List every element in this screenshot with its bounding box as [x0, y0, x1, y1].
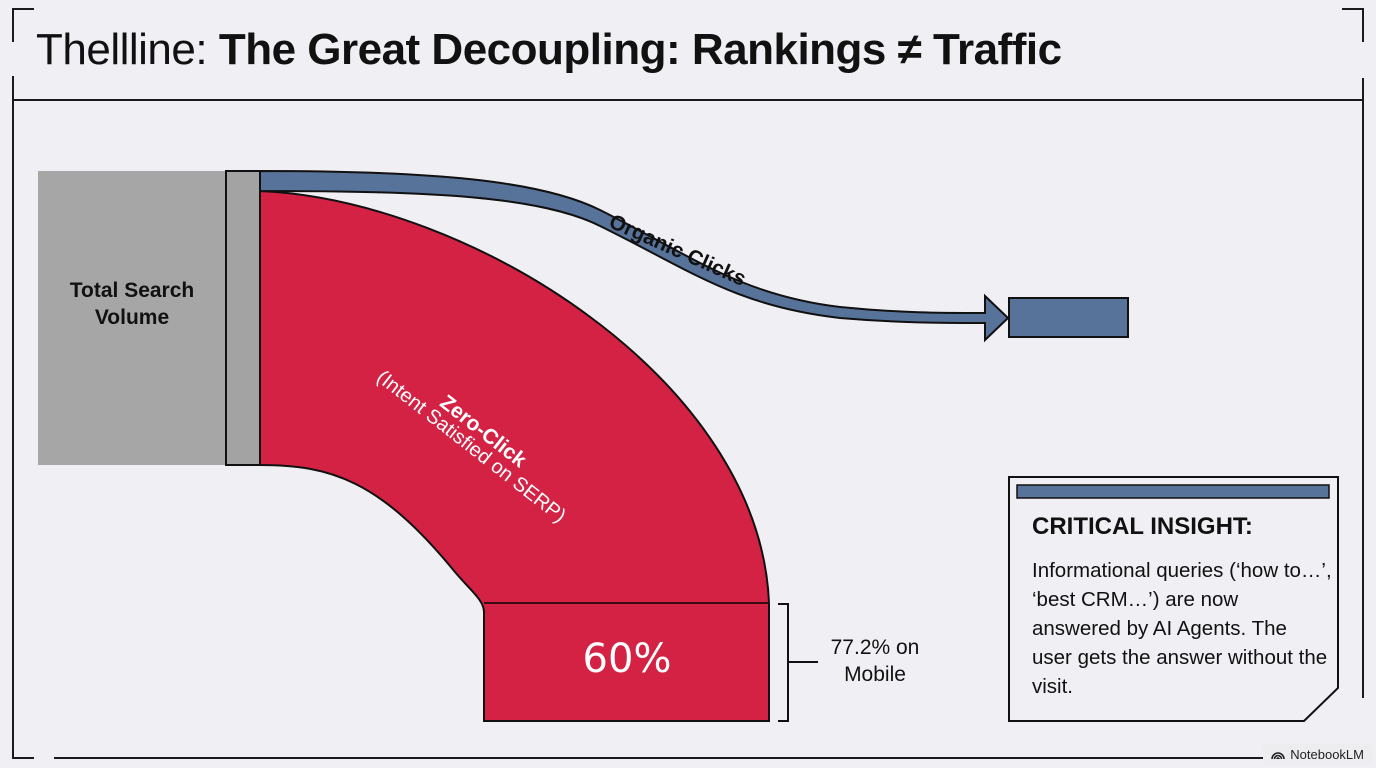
frame-corner-tr-h [1342, 8, 1364, 10]
frame-bottom-rule [54, 757, 1264, 759]
source-node-label: Total Search Volume [69, 279, 195, 329]
frame-left-lower [12, 728, 14, 759]
frame-right [1362, 78, 1364, 698]
insight-accent-bar [1016, 484, 1330, 499]
title-prefix: Thellline: [36, 25, 219, 74]
frame-corner-tr-v [1362, 8, 1364, 42]
page-title: Thellline: The Great Decoupling: Ranking… [36, 22, 1062, 78]
watermark-label: NotebookLM [1290, 747, 1364, 762]
source-node [38, 171, 226, 465]
frame-left-upper [12, 76, 14, 744]
insight-body: Informational queries (‘how to…’, ‘best … [1032, 559, 1332, 698]
zero-click-flow [259, 189, 770, 722]
organic-target-node [1008, 297, 1129, 338]
zero-click-percentage: 60% [582, 636, 672, 682]
frame-corner-tl-h [12, 8, 34, 10]
header-rule [12, 99, 1364, 101]
organic-flow [259, 169, 1010, 343]
mobile-note: 77.2% on Mobile [830, 636, 920, 686]
frame-bottom-left [12, 757, 34, 759]
frame-corner-tl-v [12, 8, 14, 42]
source-node-edge [225, 170, 261, 466]
title-main: The Great Decoupling: Rankings ≠ Traffic [218, 25, 1062, 74]
mobile-bracket [778, 603, 818, 722]
notebooklm-watermark: NotebookLM [1263, 744, 1372, 765]
insight-title: CRITICAL INSIGHT: [1032, 513, 1253, 540]
notebooklm-logo-icon [1271, 752, 1286, 760]
insight-box-border [1008, 476, 1339, 722]
